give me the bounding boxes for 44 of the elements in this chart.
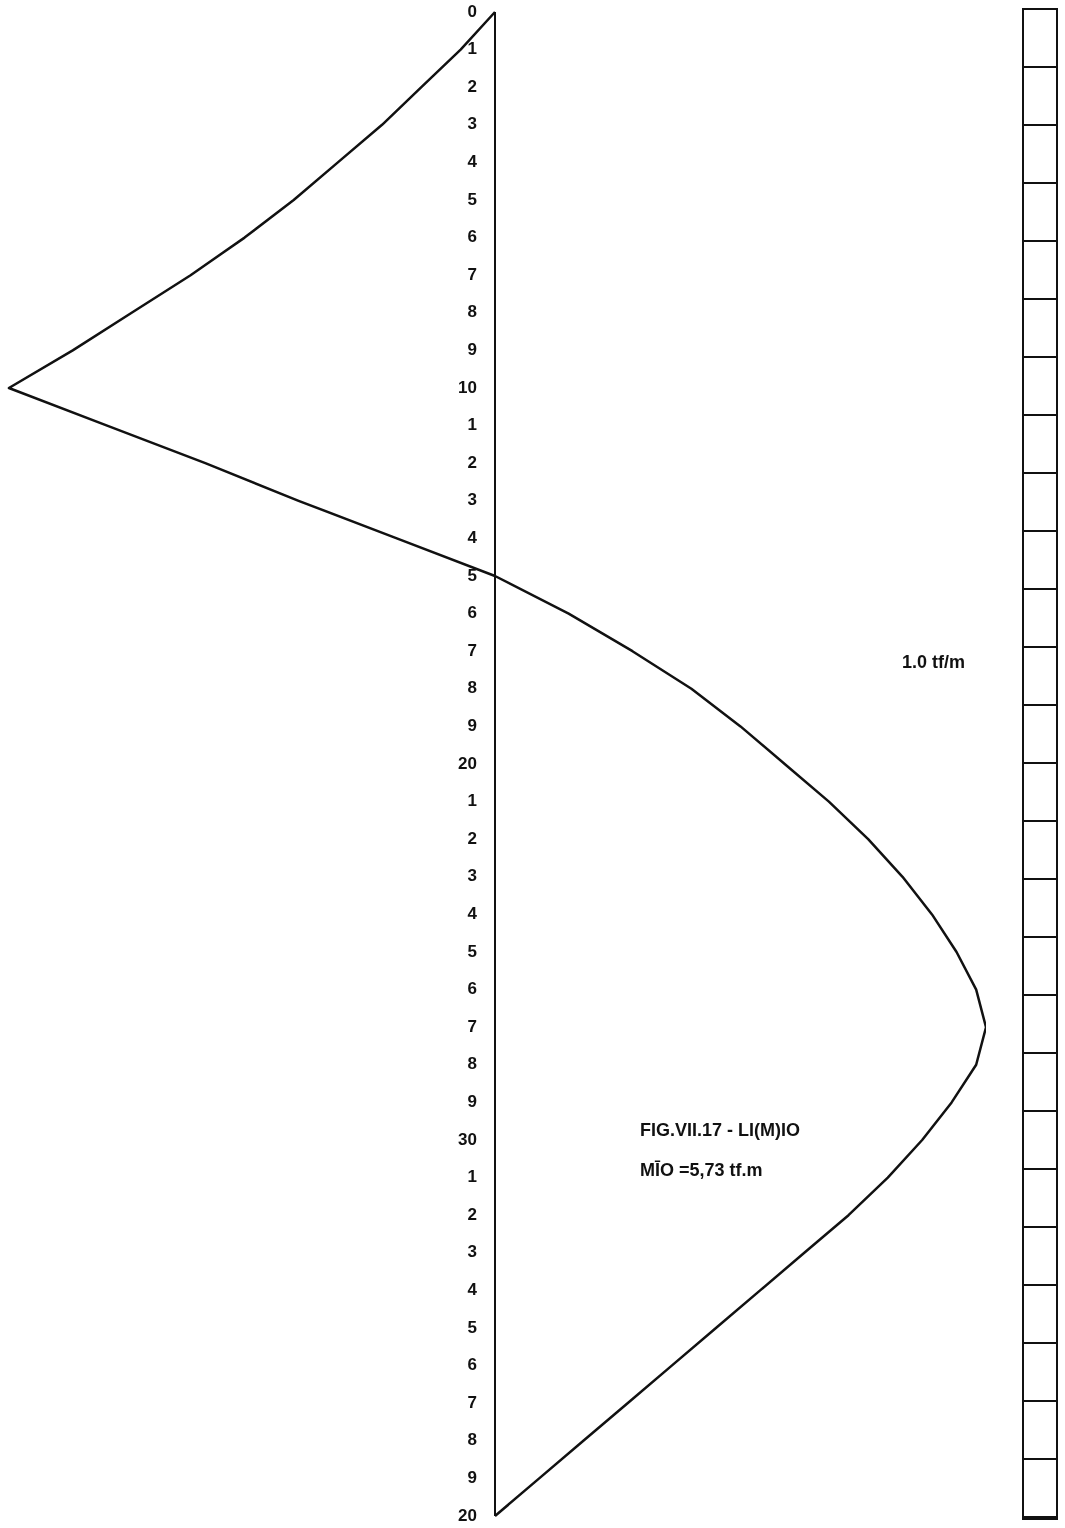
y-tick-label: 5 (467, 1317, 477, 1337)
y-tick-label: 6 (467, 1355, 477, 1375)
y-tick-label: 8 (467, 678, 477, 698)
y-tick-label: 8 (467, 1054, 477, 1074)
y-tick-label: 1 (467, 39, 477, 59)
y-tick-label: 3 (467, 114, 477, 134)
y-tick-label: 1 (467, 415, 477, 435)
y-tick-label: 1 (467, 791, 477, 811)
y-tick-label: 3 (467, 490, 477, 510)
y-tick-label: 2 (467, 452, 477, 472)
y-tick-label: 2 (467, 1204, 477, 1224)
y-tick-label: 5 (467, 565, 477, 585)
y-tick-label: 7 (467, 264, 477, 284)
y-tick-label: 7 (467, 1016, 477, 1036)
y-tick-label: 5 (467, 941, 477, 961)
y-tick-label: 2 (467, 828, 477, 848)
y-tick-label: 4 (467, 528, 478, 548)
y-tick-label: 9 (467, 340, 477, 360)
y-tick-label: 9 (467, 716, 477, 736)
y-tick-label: 20 (458, 753, 477, 773)
y-tick-label: 10 (458, 377, 477, 397)
y-tick-label: 20 (458, 1505, 477, 1525)
y-tick-label: 6 (467, 227, 477, 247)
y-tick-label: 3 (467, 1242, 477, 1262)
y-tick-label: 4 (467, 152, 478, 172)
y-tick-label: 8 (467, 302, 477, 322)
y-tick-label: 4 (467, 904, 478, 924)
text: FIG.VII.17 - LI(M)IO (640, 1120, 801, 1141)
y-tick-label: 30 (458, 1129, 477, 1149)
y-tick-label: 2 (467, 76, 477, 96)
y-tick-label: 4 (467, 1280, 478, 1300)
y-tick-label: 3 (467, 866, 477, 886)
y-tick-label: 7 (467, 640, 477, 660)
y-tick-label: 8 (467, 1430, 477, 1450)
y-tick-label: 6 (467, 979, 477, 999)
annotation: MĪO =5,73 tf.m (640, 1160, 763, 1181)
y-tick-label: 0 (467, 1, 477, 21)
y-tick-label: 6 (467, 603, 477, 623)
y-tick-label: 5 (467, 189, 477, 209)
y-tick-label: 7 (467, 1392, 477, 1412)
y-tick-label: 1 (467, 1167, 477, 1187)
y-tick-label: 9 (467, 1468, 477, 1488)
annotation: 1.0 tf/m (900, 650, 968, 675)
y-tick-label: 9 (467, 1092, 477, 1112)
